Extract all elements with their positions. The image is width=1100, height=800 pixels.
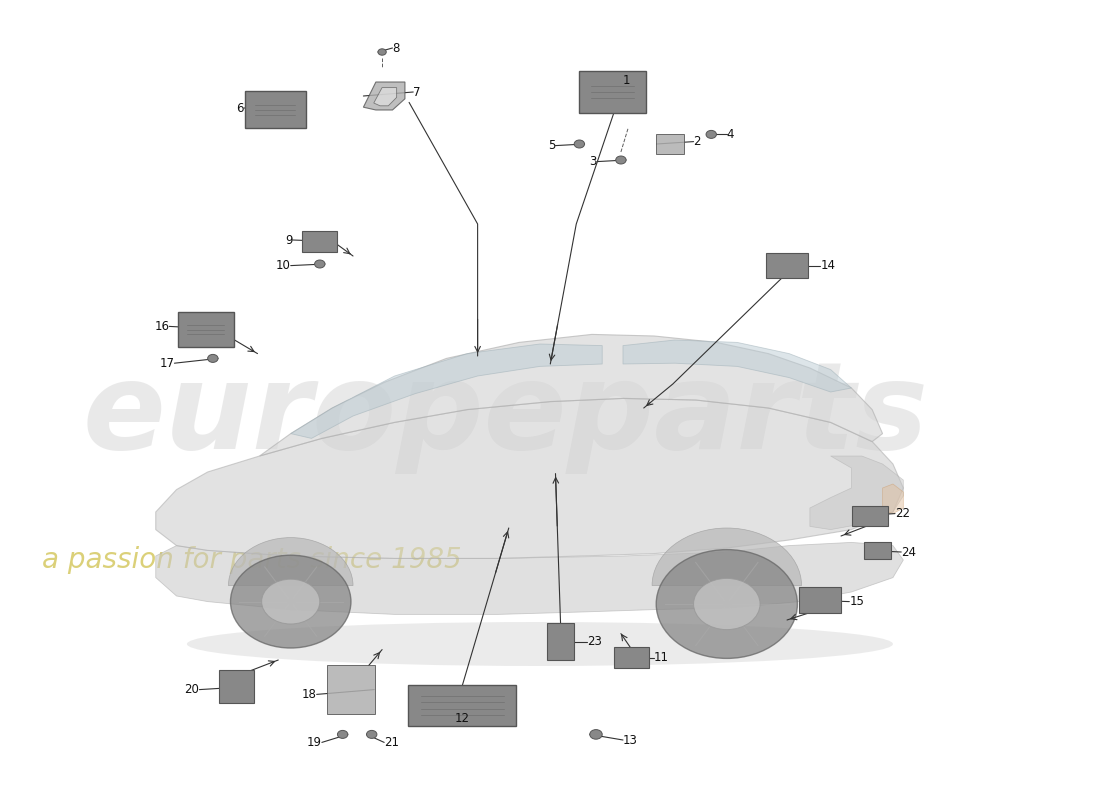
Circle shape xyxy=(616,156,626,164)
Circle shape xyxy=(706,130,716,138)
Circle shape xyxy=(378,49,386,55)
Text: 24: 24 xyxy=(901,546,916,558)
Circle shape xyxy=(366,730,377,738)
FancyBboxPatch shape xyxy=(244,91,306,128)
Circle shape xyxy=(694,578,760,630)
Wedge shape xyxy=(652,528,802,586)
Text: 20: 20 xyxy=(185,683,199,696)
Polygon shape xyxy=(260,334,882,456)
FancyBboxPatch shape xyxy=(408,685,516,726)
Circle shape xyxy=(262,579,320,624)
Polygon shape xyxy=(374,88,397,106)
FancyBboxPatch shape xyxy=(580,71,646,113)
Circle shape xyxy=(338,730,348,738)
Text: 10: 10 xyxy=(276,259,290,272)
Text: 17: 17 xyxy=(160,357,175,370)
Circle shape xyxy=(231,555,351,648)
FancyBboxPatch shape xyxy=(302,231,338,252)
Polygon shape xyxy=(156,398,903,558)
FancyBboxPatch shape xyxy=(656,134,684,154)
Polygon shape xyxy=(290,344,602,438)
Text: 5: 5 xyxy=(548,139,556,152)
Text: 11: 11 xyxy=(654,651,669,664)
Text: 4: 4 xyxy=(727,128,735,141)
Text: 3: 3 xyxy=(590,155,597,168)
Circle shape xyxy=(315,260,324,268)
Text: 6: 6 xyxy=(236,102,244,114)
FancyBboxPatch shape xyxy=(864,542,891,559)
Text: 21: 21 xyxy=(384,736,399,749)
Text: 14: 14 xyxy=(821,259,835,272)
Text: 2: 2 xyxy=(694,135,701,148)
FancyBboxPatch shape xyxy=(177,312,233,347)
Text: 12: 12 xyxy=(454,712,470,725)
Text: 18: 18 xyxy=(301,688,317,701)
Circle shape xyxy=(590,730,602,739)
Polygon shape xyxy=(363,82,405,110)
Polygon shape xyxy=(810,456,903,530)
FancyBboxPatch shape xyxy=(327,665,375,714)
Circle shape xyxy=(657,550,798,658)
Polygon shape xyxy=(156,542,903,614)
FancyBboxPatch shape xyxy=(767,253,807,278)
Wedge shape xyxy=(229,538,353,586)
Text: 8: 8 xyxy=(393,42,400,54)
Text: 15: 15 xyxy=(849,595,865,608)
Text: a passion for parts since 1985: a passion for parts since 1985 xyxy=(42,546,461,574)
Text: 16: 16 xyxy=(154,320,169,333)
Text: 9: 9 xyxy=(285,234,293,246)
Text: 13: 13 xyxy=(623,734,638,746)
Circle shape xyxy=(574,140,584,148)
FancyBboxPatch shape xyxy=(547,623,574,660)
Circle shape xyxy=(208,354,218,362)
FancyBboxPatch shape xyxy=(852,506,888,526)
FancyBboxPatch shape xyxy=(800,587,842,613)
Polygon shape xyxy=(623,340,851,392)
Ellipse shape xyxy=(187,622,893,666)
Text: 23: 23 xyxy=(586,635,602,648)
Text: 22: 22 xyxy=(895,507,910,520)
Text: 1: 1 xyxy=(623,74,630,86)
Text: 19: 19 xyxy=(307,736,322,749)
Text: 7: 7 xyxy=(414,86,420,98)
Text: europeparts: europeparts xyxy=(84,358,930,474)
FancyBboxPatch shape xyxy=(219,670,254,703)
FancyBboxPatch shape xyxy=(614,647,649,668)
Polygon shape xyxy=(882,484,903,514)
